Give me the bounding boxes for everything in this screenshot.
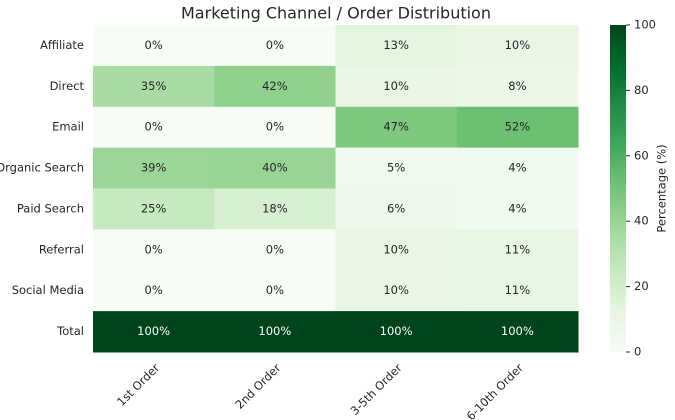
heatmap-cell: [335, 311, 458, 353]
cell-label: 10%: [383, 283, 409, 297]
y-tick-label: Email: [52, 120, 84, 134]
y-tick-label: Referral: [39, 242, 84, 256]
heatmap-cell: [335, 25, 458, 67]
cell-label: 10%: [383, 79, 409, 93]
y-tick-label: Paid Search: [17, 201, 84, 215]
colorbar-tick-label: 80: [634, 83, 649, 97]
chart-title: Marketing Channel / Order Distribution: [181, 4, 491, 23]
heatmap-cell: [456, 65, 579, 108]
cell-label: 0%: [266, 283, 284, 297]
y-tick-label: Organic Search: [0, 161, 84, 175]
colorbar: [610, 25, 626, 352]
x-tick-label: 2nd Order: [232, 361, 283, 412]
cell-label: 47%: [383, 120, 409, 134]
x-tick-label: 6-10th Order: [464, 361, 527, 420]
cell-label: 35%: [141, 79, 167, 93]
cell-label: 40%: [262, 161, 288, 175]
cell-label: 0%: [145, 120, 163, 134]
heatmap-cell: [335, 188, 458, 230]
y-tick-label: Total: [56, 324, 84, 338]
heatmap-cell: [214, 311, 336, 353]
cell-label: 18%: [262, 201, 288, 215]
colorbar-tick-label: 20: [634, 279, 649, 293]
heatmap-cell: [93, 229, 215, 271]
cell-label: 0%: [266, 120, 284, 134]
heatmap-cell: [93, 311, 215, 353]
cell-label: 52%: [505, 120, 531, 134]
cell-label: 100%: [380, 324, 413, 338]
heatmap-cell: [214, 106, 336, 149]
heatmap-cell: [93, 147, 215, 189]
colorbar-tick-label: 100: [634, 18, 656, 32]
heatmap-cell: [93, 270, 215, 312]
heatmap-cell: [214, 229, 336, 271]
cell-label: 100%: [137, 324, 170, 338]
cell-label: 100%: [258, 324, 291, 338]
heatmap-cell: [456, 311, 579, 353]
heatmap-cell: [93, 188, 215, 230]
heatmap-cell: [335, 147, 458, 189]
colorbar-label: Percentage (%): [655, 144, 669, 232]
heatmap-cell: [456, 229, 579, 271]
x-tick-label: 3-5th Order: [348, 361, 405, 418]
heatmap-cell: [335, 65, 458, 108]
heatmap-cell: [93, 106, 215, 149]
y-tick-label: Direct: [50, 79, 85, 93]
cell-label: 5%: [387, 161, 405, 175]
cell-label: 0%: [266, 38, 284, 52]
heatmap-cell: [456, 147, 579, 189]
y-tick-label: Affiliate: [40, 38, 84, 52]
heatmap-cell: [214, 25, 336, 67]
cell-label: 0%: [266, 242, 284, 256]
cell-label: 10%: [505, 38, 531, 52]
cell-label: 11%: [505, 242, 531, 256]
cell-label: 13%: [383, 38, 409, 52]
heatmap-cell: [214, 147, 336, 189]
cell-label: 8%: [508, 79, 526, 93]
cell-label: 11%: [505, 283, 531, 297]
heatmap-cell: [214, 65, 336, 108]
colorbar-tick-label: 0: [634, 345, 641, 359]
heatmap-cell: [93, 25, 215, 67]
cell-label: 0%: [145, 283, 163, 297]
cell-label: 39%: [141, 161, 167, 175]
heatmap-cell: [335, 270, 458, 312]
heatmap-cell: [93, 65, 215, 108]
heatmap-cell: [456, 270, 579, 312]
heatmap-cell: [456, 188, 579, 230]
cell-label: 0%: [145, 242, 163, 256]
cell-label: 25%: [141, 201, 167, 215]
cell-label: 4%: [508, 161, 526, 175]
cell-label: 42%: [262, 79, 288, 93]
heatmap-cell: [456, 25, 579, 67]
heatmap-cell: [335, 229, 458, 271]
cell-label: 10%: [383, 242, 409, 256]
heatmap-cell: [214, 270, 336, 312]
heatmap-cell: [335, 106, 458, 149]
y-tick-label: Social Media: [12, 283, 84, 297]
colorbar-tick-label: 60: [634, 148, 649, 162]
cell-label: 6%: [387, 201, 405, 215]
cell-label: 4%: [508, 201, 526, 215]
heatmap-cell: [456, 106, 579, 149]
colorbar-tick-label: 40: [634, 214, 649, 228]
heatmap-cell: [214, 188, 336, 230]
cell-label: 0%: [145, 38, 163, 52]
x-tick-label: 1st Order: [114, 361, 162, 409]
cell-label: 100%: [501, 324, 534, 338]
